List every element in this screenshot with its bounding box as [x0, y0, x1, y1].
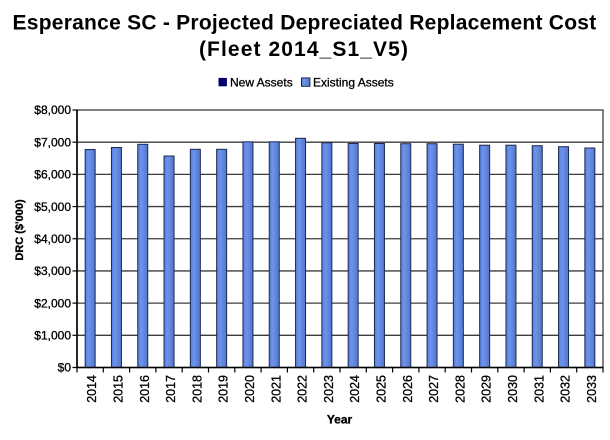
svg-text:2029: 2029: [480, 375, 494, 403]
svg-text:2028: 2028: [453, 375, 467, 403]
svg-text:2026: 2026: [401, 375, 415, 403]
svg-text:$0: $0: [58, 361, 72, 375]
svg-text:Esperance SC - Projected Depre: Esperance SC - Projected Depreciated Rep…: [13, 12, 597, 35]
svg-text:2022: 2022: [296, 375, 310, 403]
svg-text:2019: 2019: [217, 375, 231, 403]
svg-text:2023: 2023: [322, 375, 336, 403]
svg-text:New Assets: New Assets: [230, 75, 293, 89]
svg-text:(Fleet 2014_S1_V5): (Fleet 2014_S1_V5): [199, 38, 409, 61]
svg-text:2027: 2027: [427, 375, 441, 403]
svg-text:2033: 2033: [585, 375, 599, 403]
svg-text:$4,000: $4,000: [34, 232, 71, 246]
svg-text:2016: 2016: [138, 375, 152, 403]
svg-text:$1,000: $1,000: [34, 329, 71, 343]
svg-text:$7,000: $7,000: [34, 135, 71, 149]
svg-text:2024: 2024: [348, 375, 362, 403]
svg-text:$6,000: $6,000: [34, 168, 71, 182]
svg-text:2021: 2021: [269, 375, 283, 403]
svg-text:2031: 2031: [532, 375, 546, 403]
svg-text:2018: 2018: [190, 375, 204, 403]
svg-text:2017: 2017: [164, 375, 178, 403]
svg-text:2025: 2025: [375, 375, 389, 403]
svg-text:$2,000: $2,000: [34, 296, 71, 310]
svg-text:2030: 2030: [506, 375, 520, 403]
svg-text:$3,000: $3,000: [34, 264, 71, 278]
svg-text:2032: 2032: [559, 375, 573, 403]
svg-text:2020: 2020: [243, 375, 257, 403]
svg-text:2015: 2015: [112, 375, 126, 403]
svg-text:Existing Assets: Existing Assets: [313, 75, 394, 89]
svg-text:2014: 2014: [85, 375, 99, 403]
svg-text:$5,000: $5,000: [34, 200, 71, 214]
svg-text:Year: Year: [327, 413, 353, 427]
svg-text:$8,000: $8,000: [34, 103, 71, 117]
svg-text:DRC ($'000): DRC ($'000): [14, 199, 26, 261]
